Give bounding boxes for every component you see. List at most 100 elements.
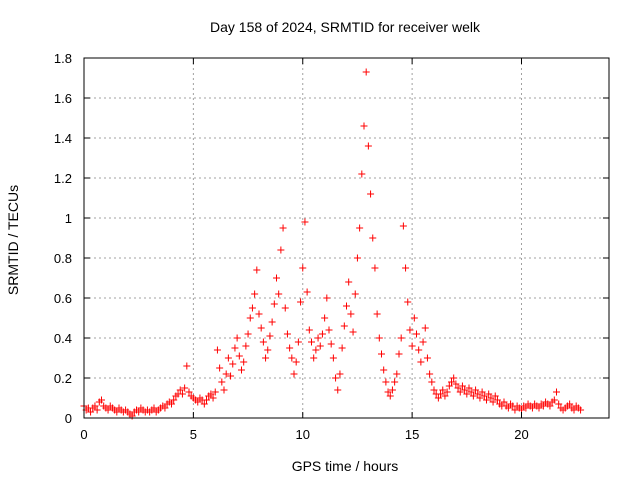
- data-point: [391, 378, 399, 386]
- y-tick-label: 0: [65, 411, 72, 426]
- data-point: [476, 394, 484, 402]
- x-tick-label: 15: [405, 427, 419, 442]
- data-point: [338, 344, 346, 352]
- data-point: [485, 390, 493, 398]
- data-point: [312, 346, 320, 354]
- data-point: [439, 386, 447, 394]
- data-point: [474, 390, 482, 398]
- chart-title: Day 158 of 2024, SRMTID for receiver wel…: [210, 19, 481, 35]
- data-point: [388, 386, 396, 394]
- y-tick-label: 1.2: [54, 171, 72, 186]
- data-point: [248, 304, 256, 312]
- data-point: [235, 352, 243, 360]
- data-point: [283, 330, 291, 338]
- data-point: [231, 344, 239, 352]
- data-point: [454, 384, 462, 392]
- data-point: [150, 404, 158, 412]
- data-point: [194, 398, 202, 406]
- data-point: [246, 314, 254, 322]
- data-point: [244, 330, 252, 338]
- x-tick-label: 5: [190, 427, 197, 442]
- data-point: [168, 400, 175, 408]
- data-point: [220, 386, 228, 394]
- data-point: [238, 366, 245, 374]
- data-point: [369, 234, 377, 242]
- data-point: [393, 370, 401, 378]
- data-point: [253, 266, 261, 274]
- data-point: [417, 358, 425, 366]
- data-point: [161, 404, 169, 412]
- data-point: [91, 402, 99, 410]
- data-point: [176, 386, 184, 394]
- data-point: [135, 408, 143, 416]
- data-point: [452, 380, 460, 388]
- data-point: [268, 318, 276, 326]
- data-point: [336, 370, 344, 378]
- data-point: [380, 366, 388, 374]
- y-tick-label: 1.8: [54, 51, 72, 66]
- data-point: [487, 394, 495, 402]
- data-point: [456, 388, 464, 396]
- data-point: [200, 400, 208, 408]
- data-point: [316, 342, 324, 350]
- data-point: [216, 364, 224, 372]
- data-point: [325, 326, 333, 334]
- data-point: [255, 310, 263, 318]
- data-point: [308, 338, 315, 346]
- data-point: [213, 346, 221, 354]
- data-point: [113, 408, 121, 416]
- data-point: [546, 402, 554, 410]
- data-point: [483, 396, 490, 404]
- data-point: [318, 330, 326, 338]
- data-point: [465, 384, 473, 392]
- data-point: [553, 388, 560, 396]
- data-point: [340, 322, 348, 330]
- data-point: [550, 396, 558, 404]
- x-axis-label: GPS time / hours: [292, 458, 399, 474]
- data-point: [264, 346, 272, 354]
- data-point: [441, 392, 449, 400]
- data-point: [522, 404, 530, 412]
- data-point: [450, 374, 458, 382]
- data-point: [367, 190, 375, 198]
- data-point: [209, 394, 217, 402]
- data-point: [299, 264, 307, 272]
- data-point: [356, 224, 364, 232]
- data-point: [303, 288, 311, 296]
- data-point: [577, 406, 585, 414]
- data-point: [443, 388, 451, 396]
- data-point: [349, 328, 357, 336]
- data-point: [539, 402, 547, 410]
- x-tick-label: 0: [80, 427, 87, 442]
- data-point: [185, 388, 193, 396]
- y-tick-label: 0.4: [54, 331, 72, 346]
- y-tick-label: 0.2: [54, 371, 72, 386]
- data-point: [480, 392, 488, 400]
- plot-frame: [83, 57, 610, 419]
- data-point: [273, 274, 280, 282]
- data-point: [504, 404, 512, 412]
- data-point: [292, 358, 300, 366]
- data-point: [87, 408, 95, 416]
- data-point: [378, 350, 385, 358]
- data-point: [240, 358, 248, 366]
- data-point: [399, 222, 407, 230]
- data-point: [382, 378, 390, 386]
- data-point: [402, 264, 410, 272]
- data-point: [345, 278, 353, 286]
- data-points: [80, 68, 585, 420]
- data-point: [362, 68, 370, 76]
- data-point: [203, 396, 210, 404]
- data-point: [329, 354, 337, 362]
- data-point: [467, 388, 475, 396]
- data-point: [310, 354, 318, 362]
- data-point: [286, 344, 294, 352]
- data-point: [327, 340, 335, 348]
- data-point: [270, 300, 278, 308]
- data-point: [421, 324, 429, 332]
- data-point: [93, 406, 101, 414]
- data-point: [242, 342, 250, 350]
- data-point: [321, 314, 329, 322]
